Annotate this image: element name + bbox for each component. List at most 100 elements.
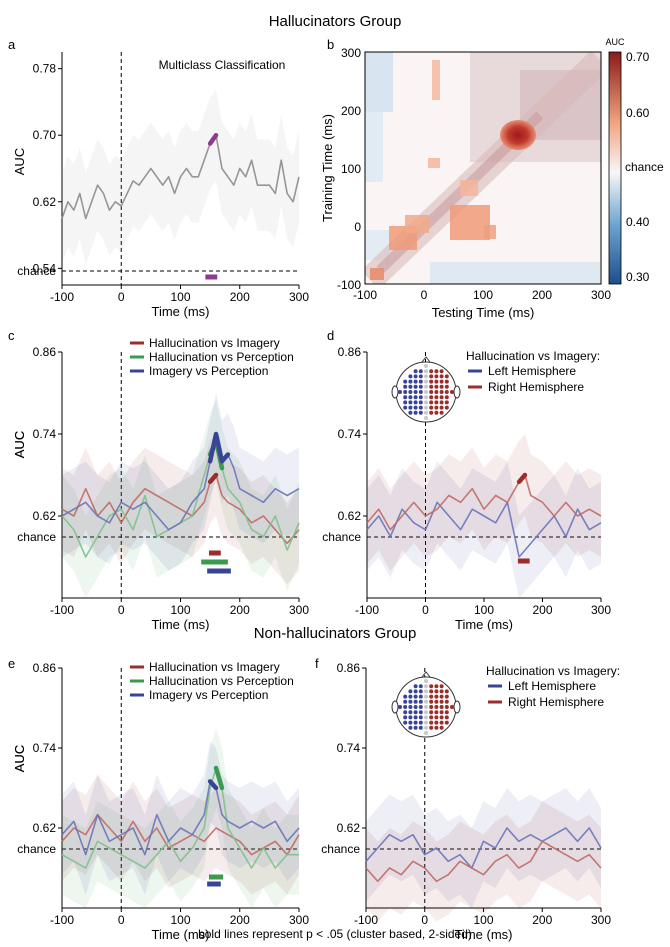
electrode-dot [413, 400, 418, 405]
electrode-dot [424, 384, 428, 389]
electrode-dot [413, 410, 418, 415]
electrode-dot [439, 395, 444, 400]
head-electrode-icon [391, 671, 461, 738]
electrode-dot [429, 715, 434, 720]
y-tick-label: 0.62 [337, 821, 361, 835]
electrode-dot [424, 410, 428, 415]
electrode-dot [434, 720, 439, 725]
electrode-dot [398, 390, 402, 394]
electrode-dot [403, 694, 408, 699]
electrode-dot [424, 416, 428, 420]
electrode-dot [413, 395, 418, 400]
electrode-dot [439, 405, 444, 410]
y-tick-label: 0.78 [33, 62, 57, 76]
heatmap-xtick: 0 [421, 288, 428, 302]
electrode-dot [413, 715, 418, 720]
panel-c-pairwise-auc: -100 0 100 200 300 Time (ms) 0.86 0.74 0.62 chanc… [12, 336, 309, 632]
panel-d-hemisphere-auc: -100 0 100 200 300 Time (ms) 0.86 0.74 0.62 chanc… [12, 345, 611, 632]
heatmap-orange-patch [450, 205, 490, 240]
chance-tick-label: chance [321, 842, 360, 856]
x-tick-label: 100 [170, 603, 190, 617]
heatmap-blue-patch [430, 262, 600, 284]
electrode-dot [434, 715, 439, 720]
colorbar-title: AUC [605, 37, 625, 47]
legend-label: Imagery vs Perception [149, 364, 268, 378]
electrode-dot [418, 705, 423, 709]
legend-title: Hallucination vs Imagery: [466, 349, 600, 363]
legend-label: Left Hemisphere [508, 679, 596, 693]
significant-segment [207, 779, 219, 791]
heatmap-xtick: 300 [591, 288, 611, 302]
heatmap-orange-patch [432, 60, 440, 100]
legend-label: Hallucination vs Perception [149, 350, 294, 364]
electrode-dot [439, 400, 444, 405]
electrode-dot [429, 379, 434, 384]
electrode-dot [424, 699, 428, 704]
x-tick-label: 100 [170, 290, 190, 304]
electrode-dot [439, 720, 444, 725]
electrode-dot [413, 369, 418, 374]
x-tick-label: 300 [289, 290, 309, 304]
y-tick-label: 0.74 [33, 741, 57, 755]
x-tick-label: 300 [289, 603, 309, 617]
electrode-dot [439, 705, 444, 709]
heatmap-ytick: -100 [337, 278, 361, 292]
electrode-dot [429, 400, 434, 405]
y-axis-label: AUC [12, 745, 27, 772]
heatmap-y-ticks: 300 200 100 0 -100 [337, 46, 361, 292]
electrode-dot [413, 390, 418, 394]
electrode-dot [434, 395, 439, 400]
electrode-dot [418, 379, 423, 384]
error-band-left-hemisphere [366, 788, 601, 908]
electrode-dot [408, 720, 413, 725]
electrode-dot [439, 694, 444, 699]
electrode-dot [418, 720, 423, 725]
electrode-dot [439, 710, 444, 715]
electrode-dot [424, 374, 428, 379]
electrode-dot [429, 395, 434, 400]
heatmap-orange-patch [405, 215, 429, 233]
electrode-dot [413, 379, 418, 384]
colorbar-tick: 0.60 [626, 106, 650, 120]
legend-label: Imagery vs Perception [149, 688, 268, 702]
electrode-dot [424, 684, 428, 689]
electrode-dot [429, 694, 434, 699]
legend-label: Hallucination vs Imagery [149, 660, 280, 674]
electrode-dot [418, 725, 423, 730]
x-tick-label: 100 [170, 913, 190, 927]
series-line-hallucination-vs-imagery [61, 813, 300, 856]
electrode-dot [403, 390, 408, 394]
electrode-dot [444, 400, 449, 405]
electrode-dot [429, 684, 434, 689]
electrode-dot [418, 374, 423, 379]
legend-label: Hallucination vs Perception [149, 674, 294, 688]
electrode-dot [408, 694, 413, 699]
significance-bar [201, 559, 228, 565]
chance-tick-label: chance [322, 530, 361, 544]
y-tick-label: 0.86 [33, 661, 57, 675]
colorbar-tick: 0.40 [626, 215, 650, 229]
x-tick-label: -100 [50, 913, 74, 927]
electrode-dot [418, 400, 423, 405]
x-tick-label: -100 [354, 913, 378, 927]
heatmap-ytick: 0 [354, 220, 361, 234]
heatmap-xtick: 100 [473, 288, 493, 302]
electrode-dot [418, 369, 423, 374]
panel-label-a: a [8, 37, 16, 52]
electrode-dot [429, 689, 434, 694]
electrode-dot [408, 379, 413, 384]
y-tick-label: 0.86 [33, 345, 57, 359]
electrode-dot [424, 395, 428, 400]
error-band-right-hemisphere [366, 801, 601, 922]
electrode-dot [439, 725, 444, 730]
series-line-left-hemisphere [365, 827, 602, 869]
electrode-dot [424, 405, 428, 410]
electrode-dot [439, 689, 444, 694]
electrode-dot [439, 410, 444, 415]
electrode-dot [403, 395, 408, 400]
chance-tick-label: chance [17, 530, 56, 544]
electrode-dot [434, 379, 439, 384]
error-band-hallucination-vs-imagery [62, 774, 299, 895]
error-band-hallucination-vs-perception [62, 728, 299, 908]
